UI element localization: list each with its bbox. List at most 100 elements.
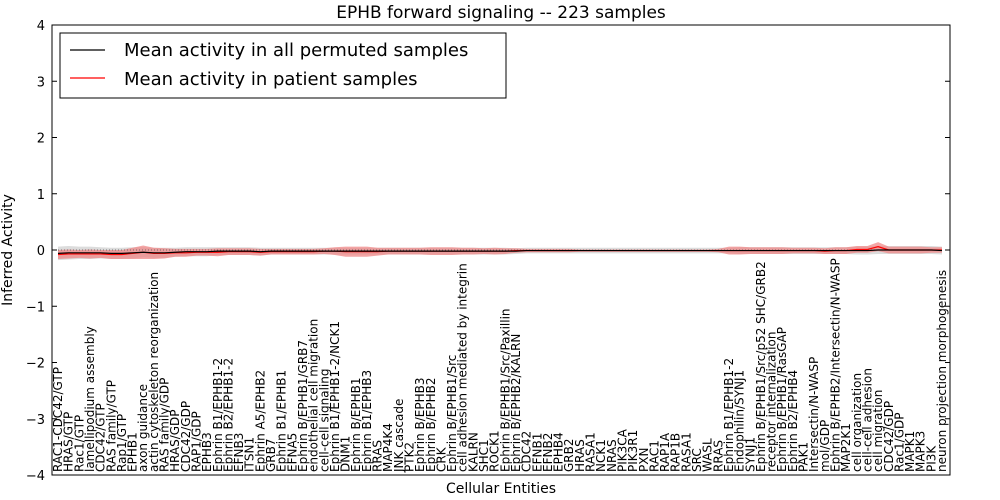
- category-label: cell adhesion mediated by integrin: [456, 263, 470, 472]
- legend-box: [59, 32, 507, 99]
- category-label: CDC42/GDP: [882, 401, 896, 472]
- category-label: CDC42/GDP: [179, 401, 193, 472]
- category-label: Ephrin B/EPHB1/Src/Paxillin: [498, 308, 512, 472]
- category-label: Ephrin B/EPHB1/Src: [445, 355, 459, 472]
- y-tick-label: 0: [37, 244, 45, 259]
- category-label: actin cytoskeleton reorganization: [147, 272, 161, 472]
- category-label: MAPK1: [903, 431, 917, 472]
- category-label: PXN: [637, 448, 651, 472]
- y-tick-label: 1: [37, 188, 45, 203]
- category-label: NCK1: [594, 439, 608, 472]
- y-tick-label: −4: [26, 469, 45, 484]
- category-label: Ephrin B2/EPHB1-2: [221, 358, 235, 472]
- category-label: RRAS: [711, 440, 725, 472]
- category-label: RAP1B: [669, 433, 683, 472]
- category-label: Ephrin B1/EPHB3: [360, 370, 374, 472]
- category-label: HRAS/GDP: [168, 409, 182, 472]
- category-label: MAP4K4: [381, 423, 395, 472]
- category-label: WASL: [701, 438, 715, 472]
- category-label: receptor internalization: [765, 332, 779, 472]
- category-label: Intersectin/N-WASP: [807, 357, 821, 472]
- category-label: CRK: [434, 446, 448, 472]
- x-axis-label: Cellular Entities: [446, 481, 556, 497]
- category-label: HRAS/GTP: [62, 412, 76, 472]
- category-label: cell organization: [850, 373, 864, 472]
- category-label: JNK cascade: [392, 399, 406, 473]
- category-label: Ephrin B/EPHB1/GRB7: [296, 340, 310, 472]
- category-label: RASA1: [679, 432, 693, 472]
- y-tick-label: −3: [26, 413, 45, 428]
- category-label: cell-cell signaling: [317, 369, 331, 473]
- category-label: Ephrin B1/EPHB1-2/NCK1: [328, 321, 342, 472]
- line-permuted: [57, 249, 943, 254]
- category-label: Rap1/GTP: [115, 414, 129, 472]
- category-label: Ephrin B1/EPHB1-2: [722, 358, 736, 472]
- category-label: axon guidance: [136, 384, 150, 472]
- y-tick-label: −2: [26, 357, 45, 372]
- category-label: EFNA5: [285, 433, 299, 472]
- category-labels: RAC1-CDC42/GTPHRAS/GTPRac1/GTPlamellipod…: [51, 258, 949, 473]
- category-label: Ephrin B2/EPHB4: [786, 370, 800, 472]
- category-label: MAP2K1: [839, 423, 853, 472]
- category-label: cell migration: [871, 390, 885, 472]
- legend: Mean activity in all permuted samples Me…: [59, 32, 507, 99]
- category-label: ITSN1: [243, 437, 257, 472]
- category-label: SYNJ1: [743, 437, 757, 472]
- category-label: Ephrin B/EPHB2/KALRN: [509, 334, 523, 472]
- category-label: Endophilin/SYNJ1: [733, 370, 747, 472]
- category-label: RAC1-CDC42/GTP: [51, 367, 65, 472]
- category-label: KALRN: [466, 432, 480, 472]
- category-label: EPHB3: [200, 432, 214, 472]
- category-label: RRAS: [371, 440, 385, 472]
- category-label: Ephrin B1/EPHB1: [275, 370, 289, 472]
- category-label: Rac1/GTP: [72, 415, 86, 472]
- category-label: EPHB4: [552, 432, 566, 472]
- category-label: PIK3R1: [626, 430, 640, 472]
- category-label: endothelial cell migration: [307, 319, 321, 472]
- category-label: PAK1: [797, 442, 811, 472]
- category-label: Ephrin A5/EPHB2: [253, 370, 267, 472]
- category-label: Ephrin B/EPHB1/RasGAP: [775, 327, 789, 472]
- category-label: EFNB3: [232, 433, 246, 472]
- category-label: PI3K: [924, 445, 938, 472]
- category-label: Ephrin B/EPHB2: [424, 378, 438, 472]
- plot-frame: [51, 24, 951, 476]
- category-label: NRAS: [605, 439, 619, 472]
- category-label: neuron projection morphogenesis: [935, 270, 949, 472]
- category-label: SHC1: [477, 439, 491, 472]
- category-label: Rac1/GDP: [892, 413, 906, 472]
- y-tick-label: 3: [37, 75, 45, 90]
- category-label: mol/GDP: [818, 420, 832, 472]
- category-label: HRAS: [573, 439, 587, 472]
- legend-label-patient: Mean activity in patient samples: [124, 69, 418, 90]
- category-label: RAS family/GDP: [158, 378, 172, 472]
- y-tick-label: −1: [26, 300, 45, 315]
- category-label: RAS family/GTP: [104, 380, 118, 472]
- category-label: Ephrin B1/EPHB1-2: [211, 358, 225, 472]
- y-axis-label: Inferred Activity: [0, 194, 16, 306]
- category-label: RAP1A: [658, 432, 672, 472]
- category-label: Ephrin B/EPHB3: [413, 378, 427, 472]
- category-label: EFNB1: [530, 433, 544, 472]
- category-label: GRB7: [264, 438, 278, 472]
- category-label: Ephrin B/EPHB2/Intersectin/N-WASP: [828, 258, 842, 472]
- y-tick-label: 4: [37, 19, 45, 34]
- category-label: CDC42/GTP: [94, 403, 108, 472]
- category-label: lamellipodium assembly: [83, 326, 97, 472]
- chart-title: EPHB forward signaling -- 223 samples: [336, 3, 666, 23]
- category-label: PTK2: [402, 442, 416, 472]
- category-label: ROCK1: [488, 430, 502, 472]
- category-label: RAC1: [647, 440, 661, 472]
- category-label: MAPK3: [914, 431, 928, 472]
- category-label: RAP1/GDP: [189, 411, 203, 472]
- category-label: Ephrin B/EPHB1/Src/p52 SHC/GRB2: [754, 261, 768, 472]
- legend-label-permuted: Mean activity in all permuted samples: [124, 40, 468, 61]
- category-label: DNM1: [339, 436, 353, 472]
- category-label: CDC42: [520, 431, 534, 472]
- category-label: EPHB1: [126, 432, 140, 472]
- category-label: Ephrin B/EPHB1: [349, 378, 363, 472]
- y-tick-label: 2: [37, 132, 45, 147]
- category-label: cell-cell adhesion: [860, 368, 874, 472]
- series-lines: [57, 246, 943, 256]
